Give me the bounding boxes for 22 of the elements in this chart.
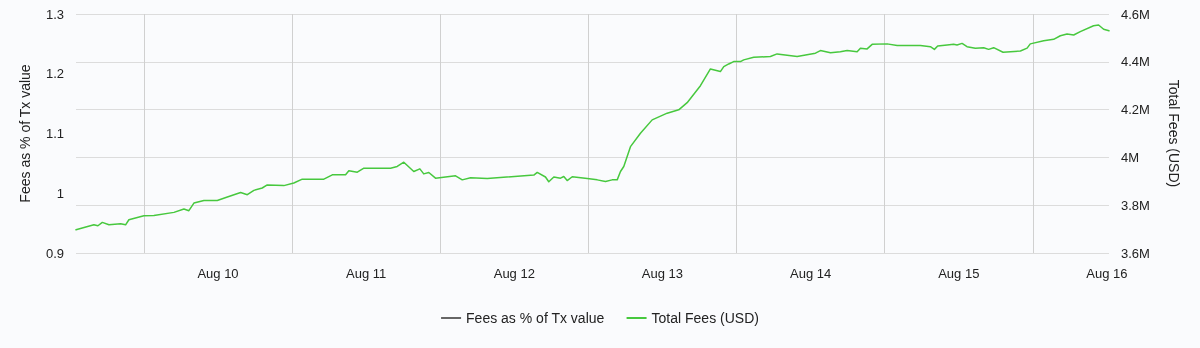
x-tick-label: Aug 16 [1086,266,1128,281]
y-tick-label: 1.1 [45,126,64,141]
y2-axis-title: Total Fees (USD) [1166,79,1182,188]
y2-tick-label: 4.4M [1121,54,1150,70]
y2-tick-label: 3.8M [1121,197,1150,213]
x-tick-label: Aug 11 [346,266,387,281]
x-tick-label: Aug 14 [790,266,832,281]
x-tick-label: Aug 13 [641,266,684,281]
y2-tick-label: 4.6M [1121,6,1150,22]
legend-label: Fees as % of Tx value [466,310,605,326]
y2-tick-label: 4.2M [1121,102,1150,118]
y-tick-label: 1.2 [45,66,64,82]
y2-tick-label: 4M [1121,149,1140,165]
y-tick-label: 1 [56,185,64,201]
x-tick-label: Aug 10 [197,266,239,281]
x-tick-label: Aug 12 [493,266,535,281]
y2-tick-label: 3.6M [1121,245,1150,261]
y-tick-label: 0.9 [45,245,64,261]
legend-label: Total Fees (USD) [651,310,759,326]
y-tick-label: 1.3 [45,6,64,22]
x-tick-label: Aug 15 [938,266,980,281]
y-axis-title: Fees as % of Tx value [17,64,33,203]
